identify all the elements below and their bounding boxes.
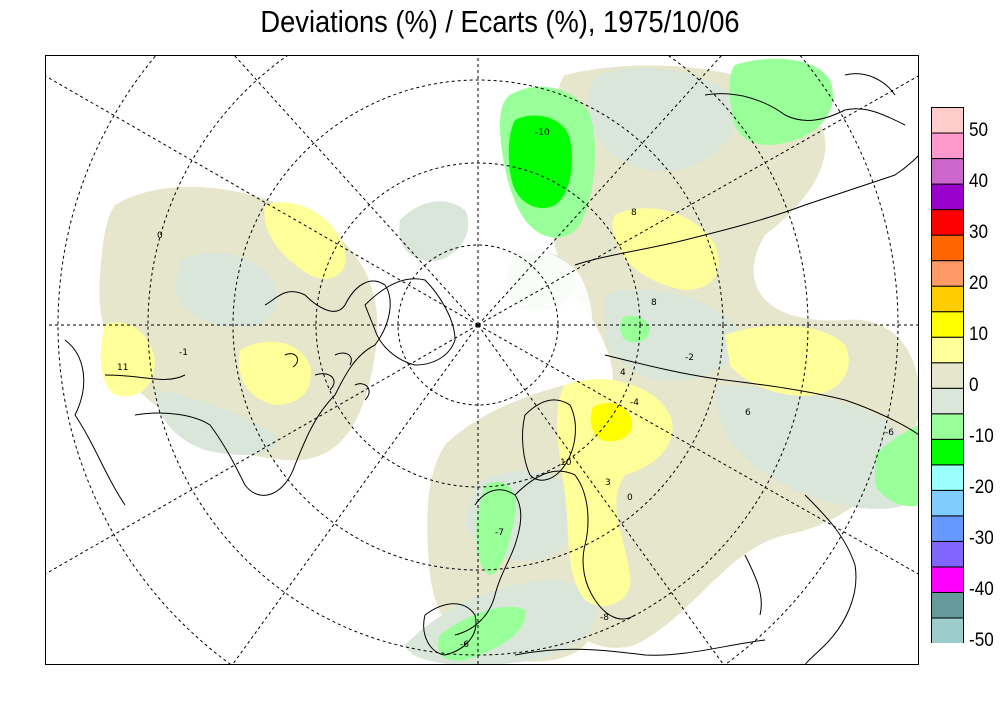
region-na-grey — [175, 253, 278, 328]
meridian-line — [45, 75, 479, 326]
legend-label: 10 — [969, 323, 989, 345]
coast-asia-east — [744, 494, 857, 665]
region-negative-arctic — [620, 315, 650, 343]
contour-label: -7 — [495, 528, 504, 538]
contour-label: -2 — [685, 353, 694, 363]
legend-label: -30 — [969, 527, 994, 549]
legend-label: 30 — [969, 221, 989, 243]
graticule — [45, 55, 919, 665]
legend-swatch — [931, 285, 964, 313]
legend-swatch — [931, 515, 964, 542]
contour-label: 6 — [745, 408, 751, 418]
meridian-line — [233, 55, 479, 326]
legend-swatch — [931, 566, 964, 593]
region-asia-grey — [588, 67, 738, 171]
legend-swatch — [931, 336, 964, 364]
legend-swatch — [931, 540, 964, 568]
contour-label: 11 — [117, 363, 128, 373]
contour-label: 0 — [157, 231, 163, 241]
legend-swatch — [931, 438, 964, 466]
contour-label: 3 — [605, 478, 611, 488]
legend-swatch — [931, 107, 964, 134]
region-positive-na1 — [264, 202, 346, 279]
legend-swatch — [931, 387, 964, 415]
legend-swatch — [931, 413, 964, 440]
contour-label: 8 — [631, 208, 637, 218]
legend-swatch — [931, 158, 964, 185]
legend-swatch — [931, 591, 964, 619]
coast-siberia — [574, 154, 919, 436]
contour-label: -6 — [460, 640, 469, 650]
coast-scandinavia — [522, 399, 576, 481]
region-negative-europe — [476, 481, 516, 575]
legend-swatch — [931, 617, 964, 643]
legend-label: -20 — [969, 476, 994, 498]
contour-labels: -10 0 8 8 -2 -4 4 10 -1 6 0 -6 -7 3 -8 -… — [117, 128, 894, 650]
legend-swatch — [931, 311, 964, 338]
contour-label: -10 — [535, 128, 550, 138]
contour-label: -8 — [600, 613, 609, 623]
region-positive-europe — [557, 379, 673, 606]
legend-label: 40 — [969, 170, 989, 192]
legend-swatch — [931, 489, 964, 517]
legend-label: -40 — [969, 578, 994, 600]
latitude-circle-60 — [232, 79, 724, 571]
legend-swatch — [931, 362, 964, 389]
map-title: Deviations (%) / Ecarts (%), 1975/10/06 — [260, 4, 740, 39]
legend-swatch — [931, 209, 964, 236]
coast-greenland — [364, 278, 456, 366]
coast-europe — [454, 470, 636, 636]
legend-swatch — [931, 464, 964, 491]
region-negative-japan — [875, 425, 919, 507]
map-frame — [45, 55, 919, 665]
legend-label: -10 — [969, 425, 994, 447]
contour-label: 8 — [651, 298, 657, 308]
meridian-line — [477, 55, 723, 326]
region-negative-iberia — [437, 606, 526, 661]
coast-africa — [514, 639, 766, 656]
region-negative-alaska — [729, 58, 834, 145]
contour-label: -4 — [630, 398, 639, 408]
color-legend — [931, 107, 964, 643]
region-greenland-grey — [399, 201, 469, 261]
coastlines — [64, 73, 919, 665]
region-east-asia-grey — [715, 385, 914, 509]
legend-label: -50 — [969, 630, 994, 651]
region-positive-asia — [725, 325, 849, 396]
region-negative-core — [508, 115, 572, 209]
meridian-line — [477, 75, 919, 326]
coast-north-america — [64, 280, 391, 506]
region-na-grey2 — [155, 390, 277, 455]
contour-label: -6 — [885, 428, 894, 438]
legend-swatch — [931, 183, 964, 211]
region-positive-siberia — [612, 208, 719, 290]
coast-iberia — [423, 603, 477, 656]
polar-stereographic-map: -10 0 8 8 -2 -4 4 10 -1 6 0 -6 -7 3 -8 -… — [45, 55, 919, 665]
legend-swatch — [931, 260, 964, 287]
legend-label: 50 — [969, 119, 989, 141]
meridian-line — [45, 324, 479, 575]
contour-label: 0 — [627, 493, 633, 503]
polar-cap — [409, 239, 592, 401]
legend-label: 20 — [969, 272, 989, 294]
legend-label: 0 — [969, 374, 979, 396]
region-asia-grey2 — [605, 289, 738, 381]
region-positive-na3 — [239, 341, 311, 405]
legend-swatch — [931, 132, 964, 160]
anomaly-shading — [99, 58, 919, 665]
contour-label: -1 — [179, 348, 188, 358]
coast-canadian-archipelago — [284, 352, 370, 401]
meridian-line — [477, 324, 919, 575]
coast-alaska — [704, 73, 906, 126]
region-positive-core — [590, 403, 633, 442]
contour-label: 10 — [560, 458, 572, 468]
legend-swatch — [931, 234, 964, 262]
contour-label: 4 — [620, 368, 626, 378]
